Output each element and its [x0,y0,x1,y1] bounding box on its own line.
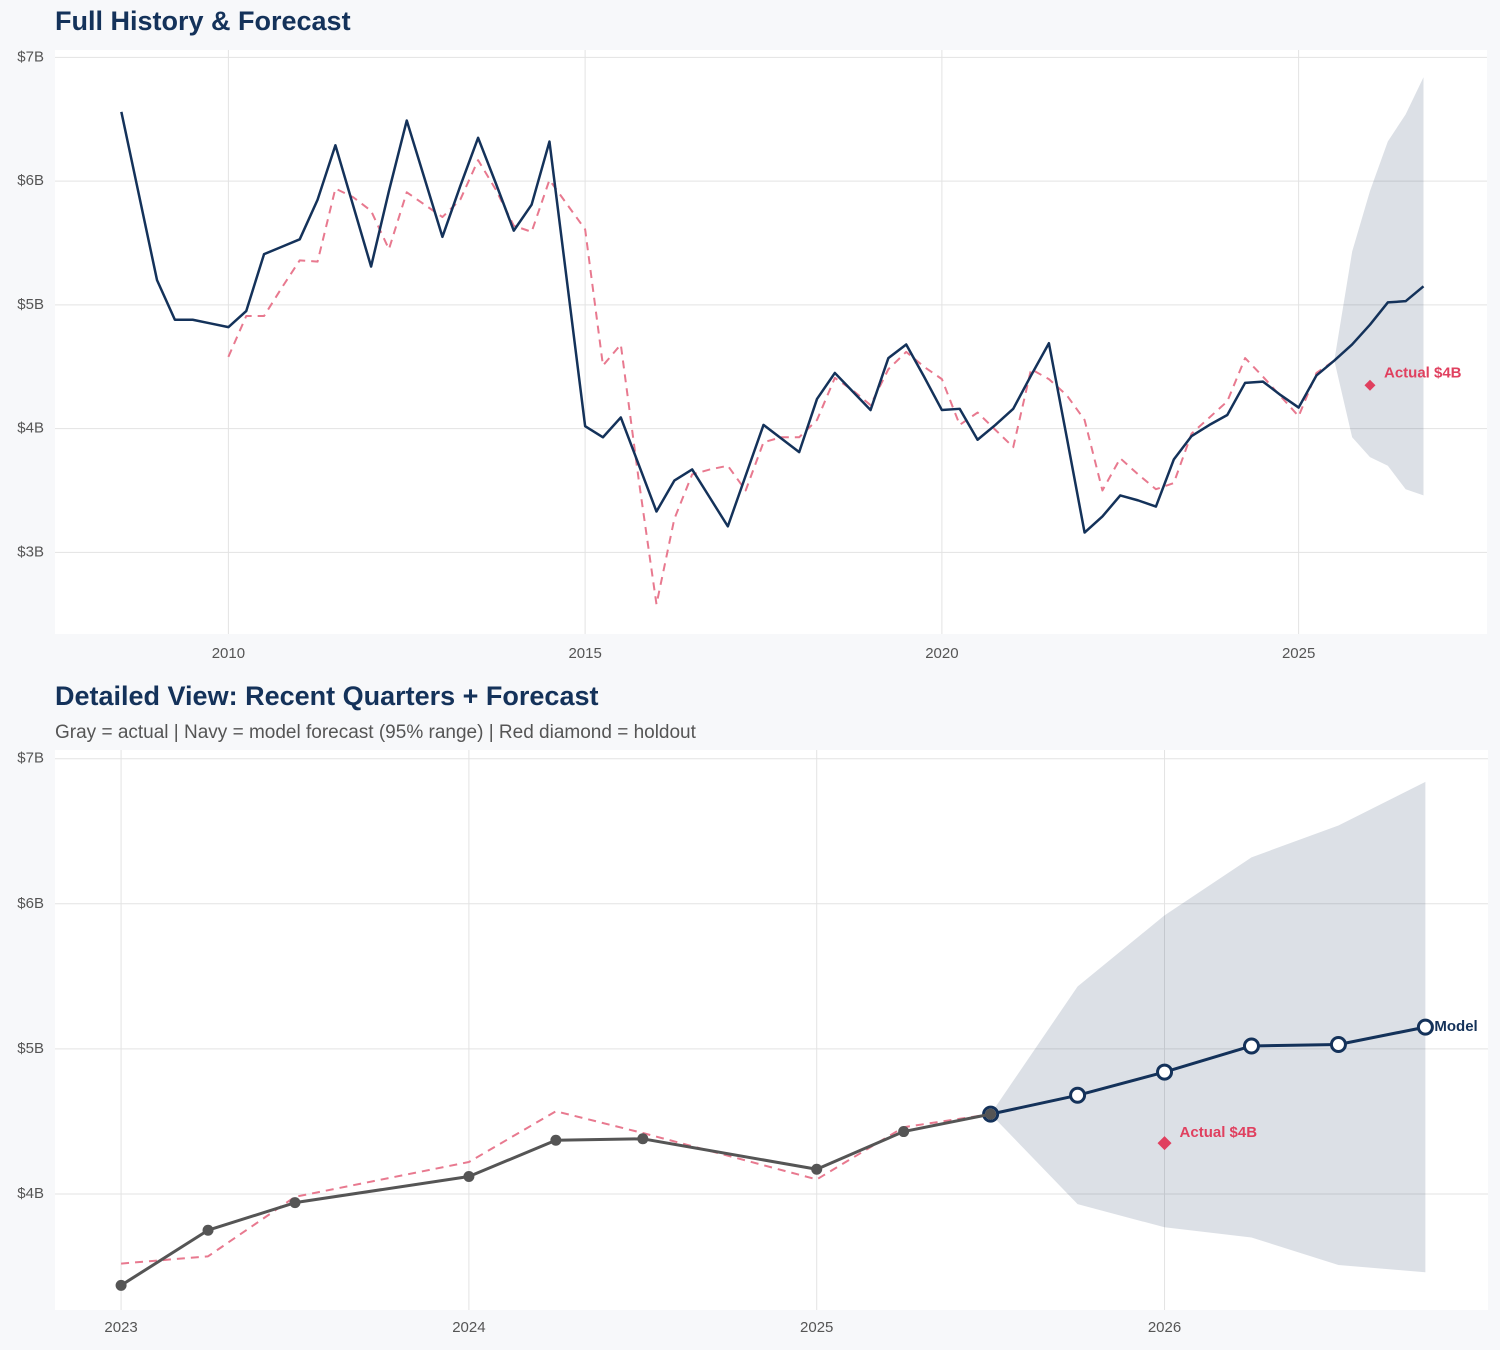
y-tick-label: $7B [17,750,44,767]
x-tick-label: 2015 [568,645,601,662]
point-marker [1156,1063,1174,1081]
point-marker [985,1108,997,1120]
point-marker [1329,1036,1347,1054]
x-tick-label: 2010 [212,645,245,662]
chart-title: Detailed View: Recent Quarters + Forecas… [55,681,598,711]
y-tick-label: $5B [17,296,44,313]
holdout-marker [1364,379,1376,391]
point-marker [550,1134,562,1146]
y-tick-label: $4B [17,1185,44,1202]
x-tick-label: 2020 [925,645,958,662]
point-marker [202,1224,214,1236]
series-line [120,111,1425,534]
series-end-label: Model [1434,1018,1477,1035]
x-tick-label: 2024 [452,1319,485,1336]
plot-area [55,50,1487,634]
y-tick-label: $6B [17,172,44,189]
point-marker [1416,1018,1434,1036]
point-marker [1242,1037,1260,1055]
holdout-label: Actual $4B [1180,1124,1258,1141]
chart-subtitle: Gray = actual | Navy = model forecast (9… [55,722,697,743]
y-tick-label: $3B [17,543,44,560]
point-marker [811,1163,823,1175]
point-marker [289,1197,301,1209]
x-tick-label: 2025 [1282,645,1315,662]
x-tick-label: 2025 [800,1319,833,1336]
point-marker [1069,1086,1087,1104]
y-tick-label: $7B [17,48,44,65]
holdout-marker [1157,1136,1172,1151]
y-tick-label: $6B [17,895,44,912]
x-tick-label: 2026 [1148,1319,1181,1336]
forecast-band [1334,77,1424,496]
point-marker [115,1279,127,1291]
chart-title: Full History & Forecast [55,6,351,36]
y-tick-label: $4B [17,420,44,437]
x-tick-label: 2023 [104,1319,137,1336]
point-marker [637,1133,649,1145]
y-tick-label: $5B [17,1040,44,1057]
point-marker [463,1171,475,1183]
forecast-band [990,781,1426,1273]
holdout-label: Actual $4B [1384,364,1462,381]
plot-area [55,750,1488,1310]
series-line [990,1025,1426,1116]
point-marker [898,1126,910,1138]
